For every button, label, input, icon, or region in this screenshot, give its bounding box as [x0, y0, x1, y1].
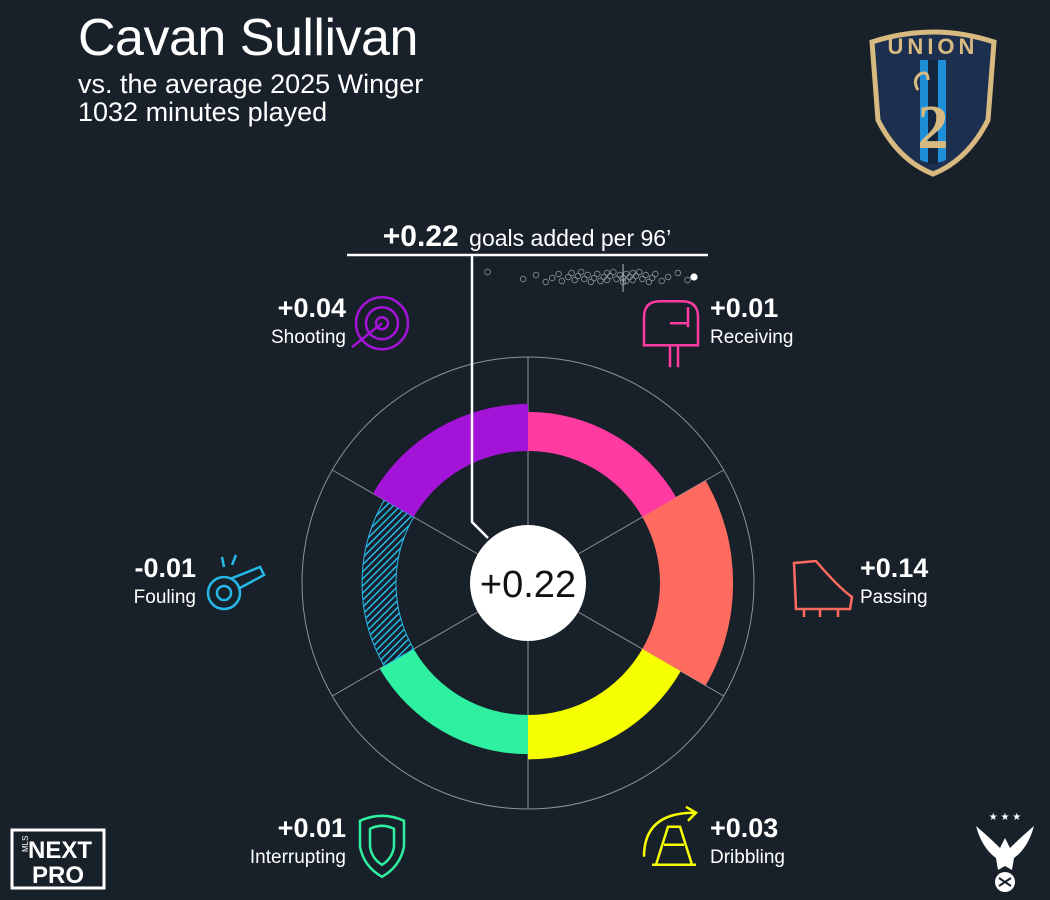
distribution-point	[648, 274, 656, 282]
total-headline-value: +0.22	[383, 220, 459, 253]
mls-next-pro-logo: NEXT PRO MLS	[10, 828, 106, 890]
distribution-point	[623, 270, 630, 278]
distribution-point	[568, 269, 575, 277]
distribution-point	[594, 270, 601, 278]
category-labels: +0.01 Receiving +0.14 Passing +0.03 Dribbling…	[134, 293, 929, 868]
minutes-played: 1032 minutes played	[78, 97, 328, 127]
svg-text:★ ★ ★: ★ ★ ★	[989, 812, 1021, 823]
distribution-point	[581, 275, 588, 283]
svg-text:NEXT: NEXT	[28, 837, 92, 864]
distribution-point	[658, 277, 665, 285]
svg-text:MLS: MLS	[21, 836, 30, 852]
distribution-point	[565, 273, 572, 281]
distribution-point	[532, 271, 540, 279]
comparison-subtitle: vs. the average 2025 Winger	[78, 69, 424, 99]
category-label-dribbling: Dribbling	[710, 847, 785, 868]
distribution-point	[674, 269, 682, 277]
value-label-shooting: +0.04	[278, 293, 346, 323]
bar-interrupting	[379, 649, 528, 755]
distribution-strip	[484, 264, 698, 292]
crest-number: 2	[918, 94, 949, 162]
svg-text:PRO: PRO	[32, 862, 84, 889]
value-label-interrupting: +0.01	[278, 813, 346, 843]
value-label-receiving: +0.01	[710, 293, 778, 323]
distribution-point	[635, 268, 643, 276]
eagle-icon: ★ ★ ★	[976, 812, 1034, 892]
distribution-point	[574, 272, 582, 280]
category-label-shooting: Shooting	[271, 327, 346, 348]
center-circle	[470, 525, 586, 641]
center-total: +0.22	[470, 525, 586, 641]
distribution-point	[600, 273, 607, 281]
bar-passing	[642, 480, 734, 686]
total-headline-text: +0.22 goals added per 96’	[383, 220, 671, 253]
distribution-point	[606, 272, 614, 280]
distribution-point	[542, 278, 549, 286]
player-name: Cavan Sullivan	[78, 9, 418, 67]
distribution-point	[610, 268, 617, 276]
distribution-point	[629, 269, 636, 277]
target-icon	[351, 295, 410, 351]
distribution-point	[587, 278, 595, 286]
bar-fouling	[361, 499, 415, 667]
cone-icon	[642, 805, 699, 867]
category-label-receiving: Receiving	[710, 327, 793, 348]
distribution-point	[642, 271, 649, 279]
distribution-point	[603, 269, 611, 277]
distribution-point	[558, 277, 566, 285]
boot-icon	[792, 559, 854, 617]
center-total-value: +0.22	[480, 564, 576, 606]
bar-receiving	[528, 411, 677, 517]
category-label-fouling: Fouling	[134, 587, 196, 608]
value-label-dribbling: +0.03	[710, 813, 778, 843]
total-headline-unit: goals added per 96’	[469, 225, 671, 251]
category-label-interrupting: Interrupting	[250, 847, 346, 868]
distribution-point	[603, 276, 611, 284]
distribution-point	[484, 268, 491, 276]
distribution-point	[555, 270, 562, 278]
value-label-passing: +0.14	[860, 553, 928, 583]
distribution-point	[584, 271, 591, 279]
category-label-passing: Passing	[860, 587, 928, 608]
union-2-crest: UNION 2	[869, 29, 997, 177]
distribution-point	[629, 276, 636, 284]
bar-dribbling	[528, 649, 681, 760]
distribution-point	[613, 275, 620, 283]
distribution-point	[645, 278, 653, 286]
distribution-point	[665, 273, 672, 281]
distribution-point	[571, 276, 578, 284]
chart-bars	[361, 404, 734, 760]
distribution-point	[623, 277, 630, 285]
mailbox-icon	[642, 299, 700, 368]
distribution-point	[597, 277, 604, 285]
distribution-point	[626, 273, 633, 281]
bar-shooting	[372, 404, 528, 517]
header: Cavan Sullivan vs. the average 2025 Wing…	[78, 8, 423, 126]
total-leader-line	[470, 255, 489, 539]
crest-wordmark: UNION	[888, 34, 979, 59]
distribution-point	[577, 268, 585, 276]
distribution-player-point	[690, 273, 698, 281]
distribution-point	[616, 271, 624, 279]
distribution-point	[639, 275, 646, 283]
distribution-point	[519, 275, 527, 283]
shield-icon	[358, 814, 406, 879]
category-icons	[206, 295, 854, 879]
distribution-point	[652, 270, 659, 278]
distribution-point	[684, 276, 691, 284]
distribution-point	[548, 274, 556, 282]
whistle-icon	[206, 554, 266, 611]
distribution-point	[590, 274, 598, 282]
total-headline: +0.22 goals added per 96’	[347, 220, 708, 257]
leader-line	[470, 255, 489, 539]
distribution-point	[632, 272, 640, 280]
value-label-fouling: -0.01	[134, 553, 196, 583]
